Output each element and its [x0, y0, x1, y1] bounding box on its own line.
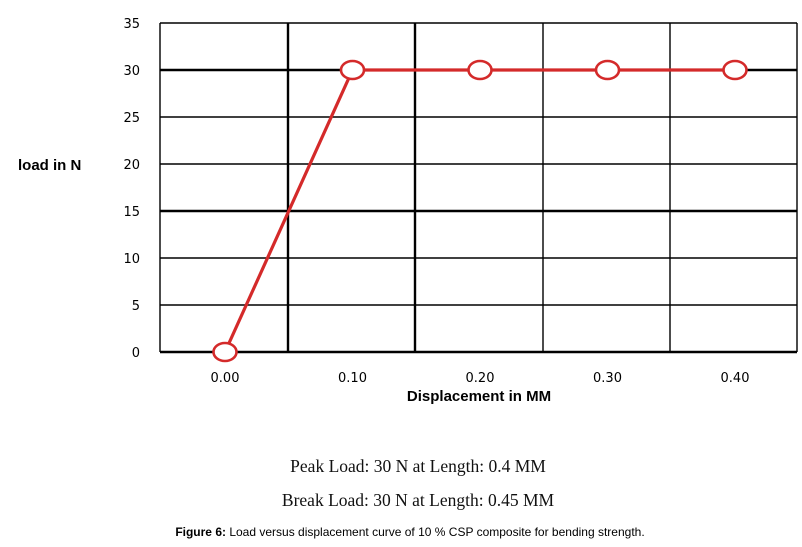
y-tick-label-5: 5: [132, 299, 140, 314]
y-tick-label-25: 25: [123, 111, 140, 126]
x-tick-label-0.30: 0.30: [593, 371, 622, 386]
series: [212, 59, 748, 363]
data-point-0: [212, 341, 238, 363]
y-tick-label-15: 15: [123, 205, 140, 220]
figure-caption-text: Load versus displacement curve of 10 % C…: [229, 525, 645, 539]
peak-load-note: Peak Load: 30 N at Length: 0.4 MM: [290, 456, 546, 476]
figure-caption: Figure 6: Load versus displacement curve…: [0, 525, 802, 539]
y-axis-label: load in N: [18, 157, 81, 174]
data-point-2: [467, 59, 493, 81]
break-load-note: Break Load: 30 N at Length: 0.45 MM: [281, 490, 555, 510]
data-point-4: [722, 59, 748, 81]
figure-caption-label: Figure 6:: [175, 525, 226, 539]
y-axis-ticks: 0 5 10 15 20 25 30 35: [123, 17, 140, 361]
x-tick-label-0.00: 0.00: [211, 371, 240, 386]
grid: [159, 22, 798, 354]
y-tick-label-10: 10: [123, 252, 140, 267]
x-axis-label: Displacement in MM: [407, 388, 551, 405]
x-tick-label-0.10: 0.10: [338, 371, 367, 386]
x-tick-label-0.40: 0.40: [721, 371, 750, 386]
y-tick-label-30: 30: [123, 64, 140, 79]
data-point-3: [594, 59, 621, 81]
y-tick-label-20: 20: [123, 158, 140, 173]
y-tick-label-0: 0: [132, 346, 140, 361]
data-point-1: [339, 59, 366, 81]
y-tick-label-35: 35: [123, 17, 140, 32]
x-tick-label-0.20: 0.20: [466, 371, 495, 386]
x-axis-ticks: 0.00 0.10 0.20 0.30 0.40: [211, 371, 750, 386]
